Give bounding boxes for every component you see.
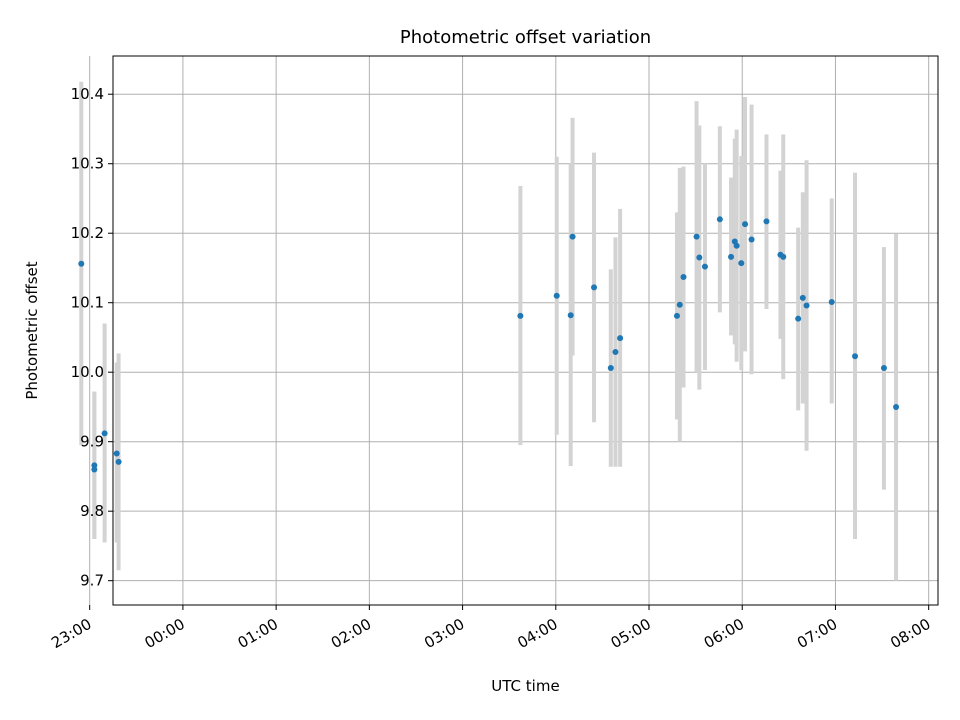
data-point: [680, 273, 687, 280]
y-tick-label: 9.8: [80, 502, 104, 520]
data-point: [91, 466, 98, 473]
data-point: [101, 430, 108, 437]
data-point: [676, 301, 683, 308]
data-point: [880, 365, 887, 372]
data-point: [733, 242, 740, 249]
data-point: [607, 365, 614, 372]
y-tick-label: 10.3: [71, 155, 104, 173]
data-point: [748, 236, 755, 243]
data-point: [893, 403, 900, 410]
y-tick-label: 10.2: [71, 224, 104, 242]
data-point: [693, 233, 700, 240]
data-point: [553, 292, 560, 299]
y-axis-title: Photometric offset: [23, 261, 41, 399]
data-point: [795, 315, 802, 322]
data-point: [78, 260, 85, 267]
x-axis-title: UTC time: [491, 677, 559, 695]
data-point: [742, 221, 749, 228]
data-point: [115, 458, 122, 465]
y-axis-ticks: 9.7 9.8 9.9 10.0 10.1 10.2 10.3 10.4: [71, 85, 113, 590]
data-point: [780, 253, 787, 260]
data-point: [591, 284, 598, 291]
y-tick-label: 10.4: [71, 85, 104, 103]
data-point: [803, 302, 810, 309]
plot-frame: [112, 55, 939, 606]
grid-lines: [89, 56, 938, 605]
data-point: [113, 450, 120, 457]
data-point: [799, 294, 806, 301]
y-tick-label: 10.1: [71, 294, 104, 312]
data-point: [852, 353, 859, 360]
data-point: [716, 216, 723, 223]
y-tick-label: 9.7: [80, 572, 104, 590]
data-point: [701, 263, 708, 270]
data-point: [612, 349, 619, 356]
data-point: [673, 312, 680, 319]
y-tick-label: 9.9: [80, 433, 104, 451]
data-point: [828, 299, 835, 306]
chart-title: Photometric offset variation: [400, 27, 651, 48]
y-tick-label: 10.0: [71, 363, 104, 381]
data-points: [78, 216, 900, 473]
data-point: [569, 233, 576, 240]
data-point: [567, 312, 574, 319]
data-point: [696, 254, 703, 261]
data-point: [738, 260, 745, 267]
data-point: [728, 253, 735, 260]
data-point: [517, 312, 524, 319]
data-point: [763, 218, 770, 225]
data-point: [617, 335, 624, 342]
data-point: [91, 462, 98, 469]
